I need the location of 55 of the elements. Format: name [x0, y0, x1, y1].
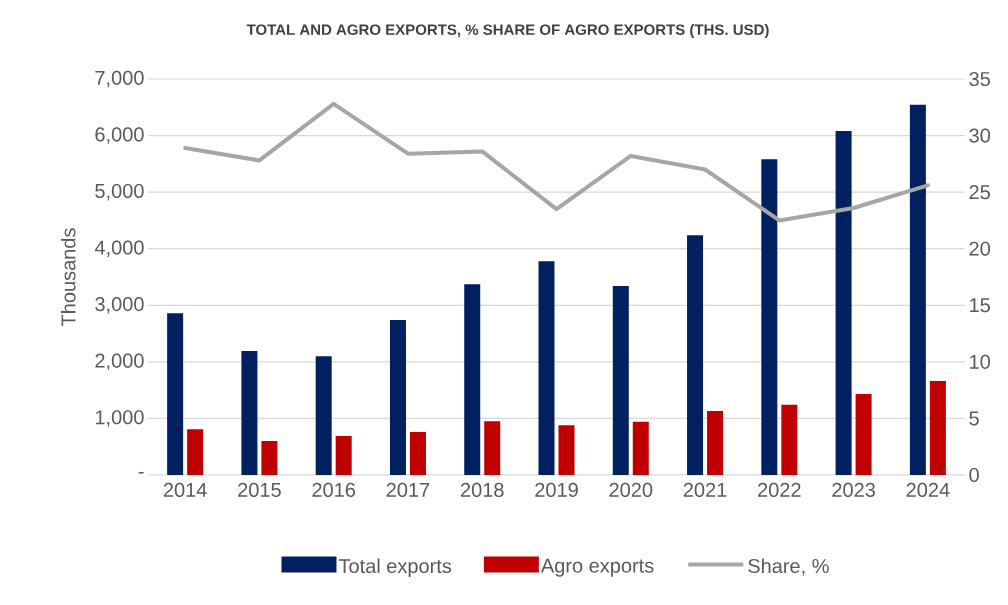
- bar: [612, 286, 629, 475]
- legend-label: Share, %: [748, 558, 829, 576]
- y-tick-label: 6,000: [95, 127, 144, 144]
- bar: [761, 159, 778, 475]
- bar: [409, 432, 426, 475]
- bar: [909, 104, 926, 475]
- bar: [167, 313, 184, 475]
- bar: [781, 404, 798, 475]
- y2-tick-label: 20: [969, 241, 990, 256]
- bar: [929, 381, 946, 475]
- x-tick-label: 2016: [312, 482, 356, 497]
- x-tick-label: 2022: [758, 482, 801, 497]
- x-tick-label: 2020: [609, 482, 653, 497]
- bar: [558, 425, 575, 475]
- bar: [315, 356, 332, 475]
- x-tick-label: 2024: [906, 482, 950, 497]
- bar: [241, 351, 258, 475]
- bar: [464, 284, 481, 475]
- x-tick-label: 2017: [386, 482, 430, 497]
- y2-tick-label: 0: [969, 467, 979, 483]
- bar: [707, 411, 724, 475]
- bar: [187, 429, 204, 475]
- bar: [484, 421, 501, 475]
- y2-tick-label: 5: [969, 411, 979, 426]
- y2-tick-label: 25: [969, 185, 990, 200]
- x-tick-label: 2021: [683, 482, 727, 497]
- y-tick-label: 5,000: [95, 183, 144, 201]
- bar: [632, 421, 649, 475]
- bar: [335, 435, 352, 475]
- bar: [687, 235, 704, 475]
- y-tick-label: 1,000: [95, 410, 144, 427]
- chart-title: TOTAL AND AGRO EXPORTS, % SHARE OF AGRO EXPORTS (THS. USD): [246, 24, 769, 38]
- y-tick-label: 7,000: [95, 70, 144, 88]
- x-tick-label: 2023: [832, 482, 875, 497]
- y-tick-label: 2,000: [95, 353, 144, 371]
- x-tick-label: 2019: [535, 482, 578, 497]
- y-tick-label: -: [138, 471, 144, 474]
- x-tick-label: 2015: [238, 482, 281, 497]
- legend-label: Agro exports: [540, 558, 654, 577]
- y2-tick-label: 10: [970, 354, 990, 369]
- x-tick-label: 2018: [460, 482, 504, 497]
- bar: [538, 261, 555, 475]
- y-tick-label: 4,000: [94, 240, 144, 257]
- y-axis-title: Thousands: [60, 228, 76, 327]
- bar: [855, 394, 872, 475]
- y2-tick-label: 35: [969, 71, 990, 87]
- bar: [835, 131, 852, 475]
- y2-tick-label: 15: [970, 298, 990, 313]
- bar: [389, 320, 406, 475]
- legend-label: Total exports: [338, 558, 452, 578]
- y-tick-label: 3,000: [95, 297, 144, 314]
- x-tick-label: 2014: [163, 482, 207, 497]
- y2-tick-label: 30: [969, 128, 990, 143]
- line-series: [183, 101, 930, 223]
- bar: [261, 441, 278, 475]
